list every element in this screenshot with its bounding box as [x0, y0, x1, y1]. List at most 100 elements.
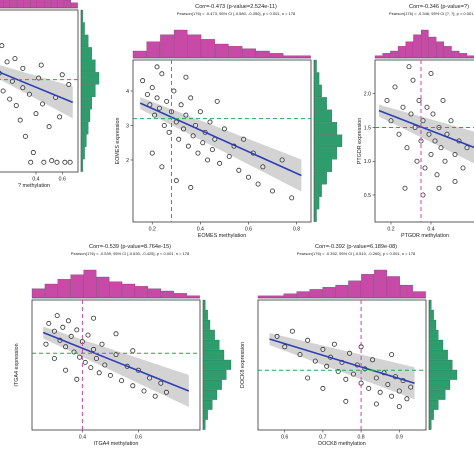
data-point: [406, 64, 412, 70]
data-point: [190, 133, 196, 139]
data-point: [209, 147, 215, 153]
top-histogram-bar: [283, 293, 297, 299]
top-histogram-bar: [0, 0, 4, 9]
data-point: [96, 370, 102, 376]
top-histogram-bar: [132, 50, 147, 59]
data-point: [420, 192, 426, 198]
data-point: [432, 138, 438, 144]
right-histogram-bar: [313, 59, 317, 73]
data-point: [279, 157, 285, 163]
data-point: [4, 59, 10, 65]
data-point: [396, 404, 402, 410]
top-histogram-bar: [412, 291, 426, 299]
y-tick-label: 1.0: [364, 159, 371, 165]
data-point: [30, 150, 36, 156]
x-axis-label: ITGA4 methylation: [94, 441, 139, 447]
data-point: [33, 111, 39, 117]
data-point: [119, 378, 125, 384]
top-histogram-bar: [296, 291, 310, 299]
data-point: [166, 129, 172, 135]
data-point: [28, 159, 34, 165]
data-point: [51, 328, 57, 334]
data-point: [347, 350, 353, 356]
data-point: [404, 396, 410, 402]
top-histogram-bar: [122, 283, 136, 299]
data-point: [178, 102, 184, 108]
y-axis-label: DOCK8 expression: [240, 342, 246, 388]
data-point: [88, 365, 94, 371]
x-tick-label: 0.2: [149, 227, 156, 233]
data-point: [282, 344, 288, 350]
data-point: [59, 72, 65, 78]
top-histogram-bar: [428, 36, 437, 59]
top-histogram-bar: [71, 2, 78, 9]
data-point: [130, 348, 136, 354]
data-point: [434, 172, 440, 178]
right-histogram-bar: [80, 146, 85, 160]
top-histogram-bar: [37, 0, 44, 9]
x-tick-label: 0.4: [197, 227, 204, 233]
data-point: [426, 131, 432, 137]
right-histogram-bar: [80, 84, 96, 97]
right-histogram-bar: [80, 122, 89, 135]
data-point: [205, 157, 211, 163]
x-tick-label: 0.2: [387, 227, 394, 233]
data-point: [428, 151, 434, 157]
top-histogram-bar: [173, 29, 188, 59]
right-histogram-bar: [202, 339, 220, 350]
data-point: [149, 150, 155, 156]
panel-title: Corr=-0.346 (p-value=?): [409, 4, 469, 10]
data-point: [373, 401, 379, 407]
data-point: [12, 56, 18, 62]
right-histogram-bar: [202, 299, 206, 310]
y-tick-label: 2: [126, 158, 129, 164]
right-histogram-bar: [428, 409, 434, 420]
right-histogram-bar: [428, 389, 446, 400]
scatter-panel-2: Corr=-0.473 (p-value=2.524e-11)Pearson(1…: [115, 4, 343, 239]
data-point: [188, 185, 194, 191]
top-histogram-bar: [31, 288, 45, 299]
right-histogram-bar: [80, 22, 85, 35]
data-point: [260, 164, 266, 170]
y-tick-label: 0.5: [364, 193, 371, 199]
top-histogram-bar: [148, 288, 161, 299]
top-histogram-bar: [44, 283, 58, 299]
data-point: [305, 337, 311, 343]
top-histogram-bar: [256, 50, 270, 59]
data-point: [68, 333, 74, 339]
data-point: [63, 367, 69, 373]
data-point: [181, 126, 187, 132]
data-point: [430, 111, 436, 117]
data-point: [20, 65, 26, 71]
top-histogram-bar: [467, 55, 474, 59]
x-tick-label: 0.6: [245, 227, 252, 233]
top-histogram-bar: [242, 48, 256, 59]
data-point: [156, 105, 162, 111]
data-point: [0, 43, 5, 49]
data-point: [130, 383, 136, 389]
data-point: [60, 324, 66, 330]
right-histogram-bar: [202, 389, 218, 400]
scatter-panel-1: Corr=-? (p-value=1.646e-05)Pearson(176) …: [0, 0, 100, 189]
data-point: [7, 96, 13, 102]
data-point: [305, 375, 311, 381]
data-point: [377, 389, 383, 395]
data-point: [38, 62, 44, 68]
data-point: [54, 159, 60, 165]
data-point: [158, 380, 164, 386]
right-histogram-bar: [202, 379, 222, 390]
right-histogram-bar: [428, 379, 451, 390]
panel-title: Corr=-0.473 (p-value=2.524e-11): [195, 4, 277, 10]
data-point: [214, 98, 220, 104]
data-point: [183, 112, 189, 118]
data-point: [195, 150, 201, 156]
data-point: [63, 344, 69, 350]
top-histogram-bar: [283, 55, 298, 59]
y-tick-label: 1.5: [364, 125, 371, 131]
data-point: [350, 371, 356, 377]
scatter-panel-3: Corr=-0.346 (p-value=?)Pearson(176) = -0…: [357, 4, 474, 239]
data-point: [22, 133, 28, 139]
x-tick-label: 0.8: [293, 227, 300, 233]
data-point: [43, 341, 49, 347]
x-tick-label: 0.6: [135, 435, 142, 441]
